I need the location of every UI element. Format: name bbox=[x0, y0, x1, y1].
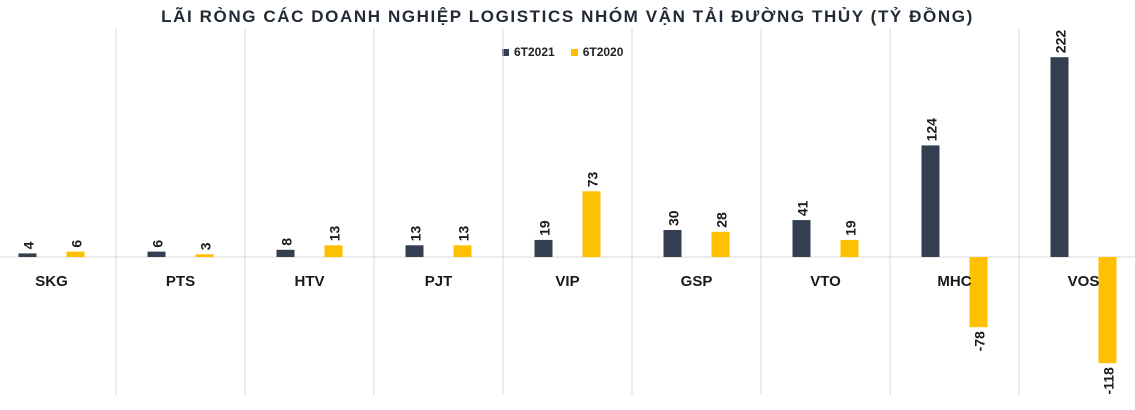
x-tick-label-vos: VOS bbox=[1068, 273, 1100, 290]
bar-6t2020-vip bbox=[582, 191, 601, 257]
bar-6t2021-mhc bbox=[921, 145, 940, 257]
data-label-6t2020-htv: 13 bbox=[327, 226, 343, 242]
data-label-6t2021-pjt: 13 bbox=[408, 226, 424, 242]
legend-swatch-6t2020 bbox=[570, 48, 578, 56]
bar-6t2020-pjt bbox=[453, 245, 472, 257]
data-label-6t2020-vos: -118 bbox=[1101, 367, 1117, 394]
data-label-6t2020-vto: 19 bbox=[843, 220, 859, 236]
data-label-6t2021-pts: 6 bbox=[150, 240, 166, 248]
x-tick-label-vto: VTO bbox=[810, 273, 841, 290]
bar-6t2020-mhc bbox=[969, 257, 988, 328]
bar-6t2020-vto bbox=[840, 239, 859, 257]
bar-6t2021-pts bbox=[147, 251, 166, 257]
chart-title: LÃI RÒNG CÁC DOANH NGHIỆP LOGISTICS NHÓM… bbox=[161, 7, 974, 26]
data-label-6t2020-pts: 3 bbox=[198, 242, 214, 250]
bar-6t2021-pjt bbox=[405, 245, 424, 257]
data-label-6t2021-vto: 41 bbox=[795, 200, 811, 216]
data-label-6t2021-vip: 19 bbox=[537, 220, 553, 236]
bar-6t2021-htv bbox=[276, 249, 295, 257]
x-tick-label-gsp: GSP bbox=[681, 273, 713, 290]
x-tick-label-skg: SKG bbox=[35, 273, 68, 290]
bar-6t2021-gsp bbox=[663, 230, 682, 257]
bar-6t2021-vto bbox=[792, 220, 811, 257]
legend-swatch-6t2021 bbox=[502, 48, 509, 56]
bar-6t2020-skg bbox=[66, 251, 85, 257]
x-tick-label-mhc: MHC bbox=[937, 273, 971, 290]
data-label-6t2020-mhc: -78 bbox=[972, 331, 988, 351]
data-label-6t2021-mhc: 124 bbox=[924, 118, 940, 142]
x-tick-label-htv: HTV bbox=[295, 273, 325, 290]
bar-6t2020-htv bbox=[324, 245, 343, 257]
data-label-6t2020-pjt: 13 bbox=[456, 226, 472, 242]
x-tick-label-pjt: PJT bbox=[425, 273, 453, 290]
data-label-6t2020-skg: 6 bbox=[69, 240, 85, 248]
data-label-6t2021-htv: 8 bbox=[279, 238, 295, 246]
legend-label-6t2020: 6T2020 bbox=[582, 45, 624, 59]
bar-6t2021-vip bbox=[534, 239, 553, 257]
bar-6t2021-skg bbox=[18, 253, 37, 257]
bar-6t2020-vos bbox=[1098, 257, 1117, 364]
bar-6t2020-pts bbox=[195, 254, 214, 257]
data-label-6t2021-vos: 222 bbox=[1053, 30, 1069, 54]
data-label-6t2021-gsp: 30 bbox=[666, 210, 682, 226]
legend-item-6t2020: 6T2020 bbox=[570, 45, 624, 59]
legend-label-6t2021: 6T2021 bbox=[514, 45, 555, 59]
data-label-6t2020-gsp: 28 bbox=[714, 212, 730, 228]
data-label-6t2020-vip: 73 bbox=[585, 172, 601, 188]
bar-6t2020-gsp bbox=[711, 231, 730, 257]
bar-6t2021-vos bbox=[1050, 57, 1069, 258]
x-tick-label-vip: VIP bbox=[555, 273, 579, 290]
data-label-6t2021-skg: 4 bbox=[21, 241, 37, 249]
legend-item-6t2021: 6T2021 bbox=[502, 45, 555, 59]
legend: 6T2021 6T2020 bbox=[502, 45, 623, 59]
x-tick-label-pts: PTS bbox=[166, 273, 195, 290]
